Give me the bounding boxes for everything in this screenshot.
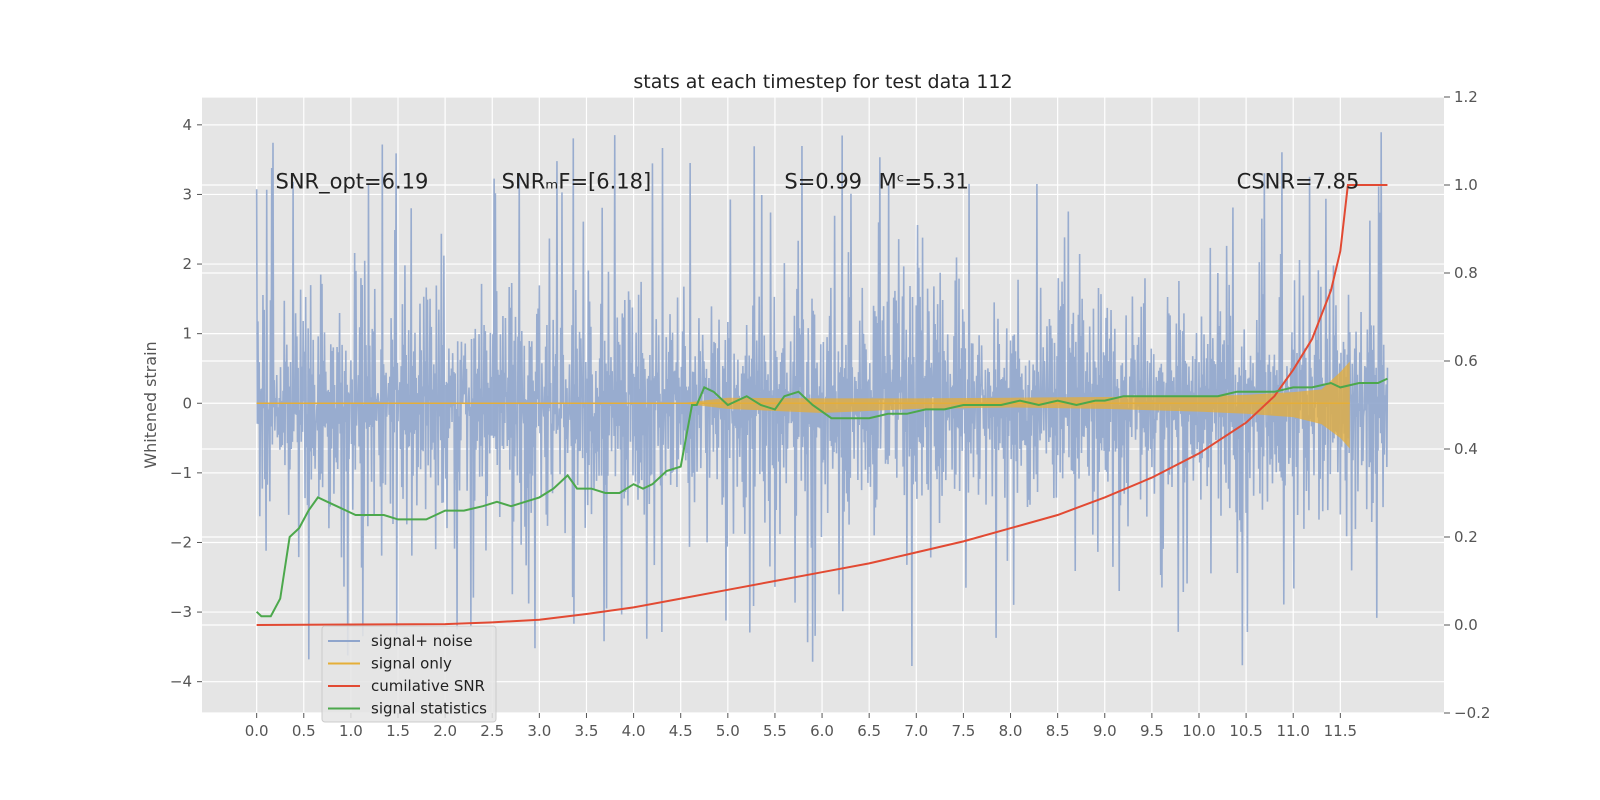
annotation-3: Mᶜ=5.31	[879, 170, 969, 194]
x-tick-label-22: 11.0	[1277, 722, 1310, 740]
y-axis-right: −0.2 0.0 0.2 0.4 0.6 0.8 1.0 1.2	[1444, 88, 1490, 722]
x-tick-label-0: 0.0	[245, 722, 269, 740]
legend-label-0: signal+ noise	[371, 632, 473, 650]
chart-title: stats at each timestep for test data 112	[633, 71, 1012, 93]
series-cumulative-snr	[256, 184, 1388, 626]
y-left-tick-label-5: 1	[182, 325, 192, 343]
y-right-tick-label-7: 1.2	[1454, 88, 1478, 106]
x-tick-label-15: 7.5	[951, 722, 975, 740]
legend: signal+ noise signal only cumilative SNR si…	[321, 625, 497, 723]
legend-label-2: cumilative SNR	[371, 677, 485, 695]
annotation-4: CSNR=7.85	[1237, 170, 1360, 194]
x-tick-label-5: 2.5	[480, 722, 504, 740]
y-right-tick-label-4: 0.6	[1454, 352, 1478, 370]
annotations: SNR_opt=6.19 SNRₘF=[6.18] S=0.99 Mᶜ=5.31 CSN…	[276, 170, 1360, 195]
x-tick-label-3: 1.5	[386, 722, 410, 740]
x-tick-label-1: 0.5	[292, 722, 316, 740]
y-left-tick-label-8: 4	[182, 116, 192, 134]
x-tick-label-11: 5.5	[763, 722, 787, 740]
y-left-tick-label-3: −1	[170, 464, 192, 482]
y-axis-left: −4 −3 −2 −1 0 1 2 3 4	[170, 116, 202, 691]
y-left-tick-label-7: 3	[182, 185, 192, 203]
y-axis-label: Whitened strain	[141, 341, 160, 468]
x-tick-label-16: 8.0	[999, 722, 1023, 740]
y-right-tick-label-5: 0.8	[1454, 264, 1478, 282]
y-right-tick-label-2: 0.2	[1454, 528, 1478, 546]
y-right-tick-label-1: 0.0	[1454, 616, 1478, 634]
y-left-tick-label-4: 0	[182, 394, 192, 412]
x-tick-label-21: 10.5	[1229, 722, 1262, 740]
x-tick-label-12: 6.0	[810, 722, 834, 740]
legend-box	[321, 625, 497, 723]
x-axis: 0.0 0.5 1.0 1.5 2.0 2.5 3.0 3.5 4.0 4.5 5.0 5.5 6.0 6…	[245, 713, 1357, 740]
legend-label-1: signal only	[371, 655, 452, 673]
x-tick-label-20: 10.0	[1182, 722, 1215, 740]
y-left-tick-label-0: −4	[170, 673, 192, 691]
y-right-tick-label-6: 1.0	[1454, 176, 1478, 194]
x-tick-label-9: 4.5	[669, 722, 693, 740]
annotation-2: S=0.99	[784, 170, 862, 194]
x-tick-label-18: 9.0	[1093, 722, 1117, 740]
y-left-tick-label-1: −3	[170, 603, 192, 621]
series-signal-noise	[255, 132, 1389, 666]
x-tick-label-2: 1.0	[339, 722, 363, 740]
series-signal-only-envelope	[256, 361, 1350, 449]
x-tick-label-19: 9.5	[1140, 722, 1164, 740]
x-tick-label-7: 3.5	[575, 722, 599, 740]
x-tick-label-14: 7.0	[904, 722, 928, 740]
x-tick-label-23: 11.5	[1324, 722, 1357, 740]
y-right-tick-label-0: −0.2	[1454, 704, 1490, 722]
series-signal-statistics	[255, 377, 1388, 618]
series-layer	[255, 132, 1389, 666]
x-tick-label-13: 6.5	[857, 722, 881, 740]
x-tick-label-4: 2.0	[433, 722, 457, 740]
y-left-tick-label-6: 2	[182, 255, 192, 273]
x-tick-label-10: 5.0	[716, 722, 740, 740]
x-tick-label-17: 8.5	[1046, 722, 1070, 740]
annotation-0: SNR_opt=6.19	[276, 170, 429, 195]
y-left-tick-label-2: −2	[170, 533, 192, 551]
x-tick-label-6: 3.0	[527, 722, 551, 740]
y-right-tick-label-3: 0.4	[1454, 440, 1478, 458]
x-tick-label-8: 4.0	[622, 722, 646, 740]
annotation-1: SNRₘF=[6.18]	[502, 170, 652, 194]
legend-label-3: signal statistics	[371, 700, 487, 718]
